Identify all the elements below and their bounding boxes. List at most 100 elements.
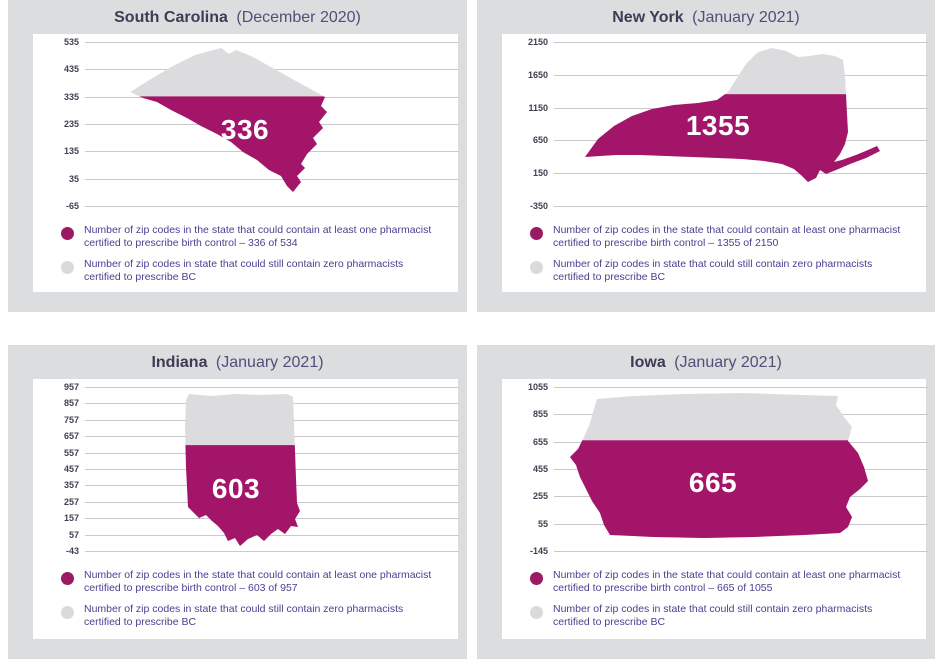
panel-title-state: New York (612, 9, 684, 26)
gridline (85, 178, 459, 180)
panel-title: Iowa (January 2021) (477, 345, 935, 372)
south-carolina-map (130, 48, 327, 192)
y-axis-ticks: 535 435 335 235 135 35 -65 (47, 37, 79, 211)
panel-title-state: Iowa (630, 354, 666, 371)
y-tick-label: 55 (537, 518, 548, 529)
legend-item-filled: Number of zip codes in the state that co… (47, 224, 450, 249)
panel-title-date: (January 2021) (692, 9, 800, 26)
y-tick-label: 57 (68, 529, 79, 540)
legend-item-empty: Number of zip codes in state that could … (516, 258, 918, 283)
y-tick-label: 855 (532, 409, 548, 420)
gridline (554, 387, 928, 388)
gridline (554, 206, 928, 207)
y-tick-label: -65 (65, 201, 79, 211)
panel-title: New York (January 2021) (477, 0, 935, 27)
y-tick-label: 257 (63, 496, 79, 507)
chart-card: 957 857 757 657 557 457 357 257 157 57 -43 603 (33, 379, 459, 639)
plot-area: 535 435 335 235 135 35 -65 336 (47, 37, 459, 211)
legend-item-empty: Number of zip codes in state that could … (516, 603, 918, 628)
panel-south-carolina: South Carolina (December 2020) 535 435 335… (8, 0, 467, 312)
legend-text: Number of zip codes in state that could … (553, 603, 873, 628)
legend-item-filled: Number of zip codes in the state that co… (516, 224, 918, 249)
y-axis-ticks: 2150 1650 1150 650 150 -350 (516, 37, 548, 211)
y-tick-label: 157 (63, 513, 79, 524)
panel-title-date: (January 2021) (215, 354, 324, 371)
gridline (85, 387, 459, 388)
legend-text: Number of zip codes in state that could … (84, 258, 404, 283)
legend-text: Number of zip codes in state that could … (84, 603, 404, 628)
empty-dot-icon (530, 261, 543, 275)
y-tick-label: -145 (529, 546, 548, 556)
empty-dot-icon (61, 606, 74, 620)
legend-text: Number of zip codes in the state that co… (553, 224, 901, 249)
y-tick-label: 135 (63, 146, 79, 157)
new-york-map (585, 48, 880, 182)
legend: Number of zip codes in the state that co… (516, 569, 918, 637)
map-value-label: 603 (211, 473, 261, 504)
map-value-label: 336 (220, 114, 270, 145)
map-value-label: 1355 (685, 110, 751, 141)
legend-item-empty: Number of zip codes in state that could … (47, 258, 450, 283)
y-tick-label: 535 (63, 37, 79, 47)
empty-dot-icon (530, 606, 543, 620)
y-tick-label: 455 (532, 464, 548, 474)
y-tick-label: 1150 (528, 102, 548, 113)
filled-dot-icon (530, 572, 543, 585)
plot-area: 1055 855 655 455 255 55 -145 665 (516, 382, 928, 556)
plot-area: 957 857 757 657 557 457 357 257 157 57 -43 603 (47, 382, 459, 556)
y-axis-ticks: 957 857 757 657 557 457 357 257 157 57 -43 (47, 382, 79, 556)
legend: Number of zip codes in the state that co… (47, 569, 450, 637)
gridline (85, 206, 459, 207)
filled-dot-icon (61, 227, 74, 240)
panel-title-state: South Carolina (114, 9, 228, 26)
filled-dot-icon (61, 572, 74, 585)
y-tick-label: -43 (65, 546, 79, 556)
chart-card: 2150 1650 1150 650 150 -350 1355 (502, 34, 928, 292)
map-value-label: 665 (688, 467, 738, 498)
y-tick-label: 655 (532, 436, 548, 447)
y-tick-label: 650 (532, 135, 548, 146)
y-tick-label: 150 (532, 168, 548, 179)
map-filled-region (570, 440, 868, 538)
map-filled-region (130, 96, 327, 192)
iowa-map (570, 393, 868, 538)
indiana-map (185, 394, 300, 546)
y-tick-label: 1055 (527, 382, 548, 392)
y-tick-label: 1650 (527, 69, 548, 80)
panel-title: Indiana (January 2021) (8, 345, 467, 372)
panel-new-york: New York (January 2021) 2150 1650 1150 650 1… (477, 0, 935, 312)
legend-text: Number of zip codes in the state that co… (553, 569, 901, 594)
y-tick-label: 657 (63, 431, 79, 442)
legend-item-filled: Number of zip codes in the state that co… (516, 569, 918, 594)
empty-dot-icon (61, 261, 74, 275)
gridline (554, 551, 928, 552)
y-tick-label: -350 (529, 201, 548, 211)
chart-card: 535 435 335 235 135 35 -65 336 (33, 34, 459, 292)
legend: Number of zip codes in the state that co… (516, 224, 918, 292)
legend-text: Number of zip codes in state that could … (553, 258, 873, 283)
legend-text: Number of zip codes in the state that co… (84, 569, 432, 594)
gridline (85, 534, 459, 536)
y-tick-label: 255 (532, 491, 548, 502)
y-tick-label: 335 (63, 91, 79, 102)
gridline (85, 551, 459, 552)
y-tick-label: 2150 (527, 37, 548, 47)
legend: Number of zip codes in the state that co… (47, 224, 450, 292)
panel-title: South Carolina (December 2020) (8, 0, 467, 27)
panel-title-date: (December 2020) (236, 9, 361, 26)
y-tick-label: 435 (63, 64, 79, 75)
plot-area: 2150 1650 1150 650 150 -350 1355 (516, 37, 928, 211)
filled-dot-icon (530, 227, 543, 240)
y-tick-label: 757 (63, 414, 79, 425)
legend-item-empty: Number of zip codes in state that could … (47, 603, 450, 628)
panel-iowa: Iowa (January 2021) 1055 855 655 455 255 55 -1… (477, 345, 935, 659)
map-filled-region (185, 445, 300, 546)
y-tick-label: 457 (63, 464, 79, 474)
legend-item-filled: Number of zip codes in the state that co… (47, 569, 450, 594)
chart-card: 1055 855 655 455 255 55 -145 665 (502, 379, 928, 639)
y-tick-label: 357 (63, 480, 79, 491)
panel-title-state: Indiana (151, 354, 208, 371)
panel-title-date: (January 2021) (674, 354, 782, 371)
y-tick-label: 957 (63, 382, 79, 392)
